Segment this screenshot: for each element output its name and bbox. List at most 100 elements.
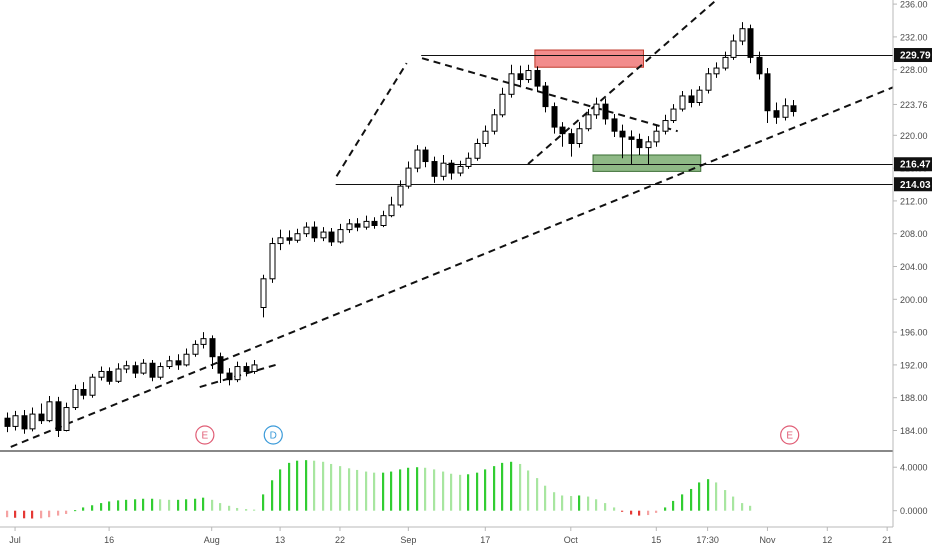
candle-4[interactable] bbox=[29, 407, 36, 432]
candle-67[interactable] bbox=[568, 128, 575, 157]
candle-17[interactable] bbox=[140, 359, 147, 375]
candle-5[interactable] bbox=[38, 403, 45, 424]
candle-3[interactable] bbox=[21, 410, 28, 434]
candle-22[interactable] bbox=[183, 348, 190, 367]
candle-73[interactable] bbox=[619, 124, 626, 159]
candle-87[interactable] bbox=[739, 22, 746, 46]
candle-1[interactable] bbox=[4, 412, 11, 433]
candle-32[interactable] bbox=[269, 237, 276, 283]
candle-21[interactable] bbox=[175, 354, 182, 370]
candle-62[interactable] bbox=[525, 64, 532, 83]
candle-66[interactable] bbox=[559, 122, 566, 147]
candle-18[interactable] bbox=[149, 359, 156, 382]
candle-10[interactable] bbox=[80, 382, 87, 400]
price-badge-1[interactable]: 229.79 bbox=[894, 48, 932, 63]
candle-36[interactable] bbox=[303, 222, 310, 237]
event-marker-3[interactable]: E bbox=[780, 425, 800, 445]
candle-8[interactable] bbox=[63, 402, 70, 432]
candle-34[interactable] bbox=[286, 230, 293, 245]
candle-55[interactable] bbox=[465, 152, 472, 169]
candle-47[interactable] bbox=[397, 180, 404, 208]
candle-39[interactable] bbox=[328, 227, 335, 246]
candle-42[interactable] bbox=[354, 218, 361, 232]
candle-11[interactable] bbox=[89, 373, 96, 398]
candle-45[interactable] bbox=[380, 210, 387, 228]
candle-68[interactable] bbox=[576, 122, 583, 148]
candle-81[interactable] bbox=[688, 89, 695, 108]
candle-65[interactable] bbox=[551, 102, 558, 134]
candle-7[interactable] bbox=[55, 396, 62, 438]
event-marker-2[interactable]: D bbox=[263, 425, 283, 445]
candle-19[interactable] bbox=[157, 362, 164, 380]
candle-23[interactable] bbox=[192, 340, 199, 357]
candle-77[interactable] bbox=[653, 125, 660, 147]
candle-78[interactable] bbox=[662, 114, 669, 135]
candle-27[interactable] bbox=[226, 368, 233, 386]
oscillator-axis[interactable]: 4.0000 0.0000 bbox=[893, 463, 928, 516]
candle-57[interactable] bbox=[482, 125, 489, 147]
candle-75[interactable] bbox=[636, 133, 643, 155]
candle-16[interactable] bbox=[132, 361, 139, 379]
candle-80[interactable] bbox=[679, 91, 686, 112]
candle-26[interactable] bbox=[217, 352, 224, 383]
candle-53[interactable] bbox=[448, 159, 455, 180]
candle-93[interactable] bbox=[790, 100, 797, 117]
candle-63[interactable] bbox=[534, 66, 541, 92]
candle-84[interactable] bbox=[713, 62, 720, 78]
candle-13[interactable] bbox=[106, 367, 113, 385]
candle-6[interactable] bbox=[46, 396, 53, 423]
candle-76[interactable] bbox=[645, 136, 652, 164]
candle-70[interactable] bbox=[593, 97, 600, 119]
zone-box-1[interactable] bbox=[534, 49, 644, 68]
candle-86[interactable] bbox=[730, 34, 737, 60]
candle-38[interactable] bbox=[320, 227, 327, 242]
candle-64[interactable] bbox=[542, 82, 549, 113]
price-axis[interactable]: 236.00232.00228.00223.76220.00216.00212.… bbox=[893, 0, 932, 436]
candle-91[interactable] bbox=[773, 102, 780, 124]
candle-51[interactable] bbox=[431, 156, 438, 183]
candle-28[interactable] bbox=[234, 361, 241, 383]
candle-82[interactable] bbox=[696, 86, 703, 106]
zone-box-2[interactable] bbox=[592, 154, 702, 172]
candle-9[interactable] bbox=[72, 384, 79, 410]
candle-15[interactable] bbox=[123, 360, 130, 374]
candle-92[interactable] bbox=[782, 98, 789, 121]
candle-85[interactable] bbox=[722, 51, 729, 71]
candle-50[interactable] bbox=[422, 146, 429, 168]
time-axis[interactable]: Jul 16 Aug 13 22 Sep 17 Oct 15 17:30 Nov 12 21 bbox=[9, 527, 892, 545]
candle-33[interactable] bbox=[277, 229, 284, 251]
candle-2[interactable] bbox=[12, 410, 19, 431]
candle-59[interactable] bbox=[499, 87, 506, 118]
candle-40[interactable] bbox=[337, 223, 344, 244]
candle-31[interactable] bbox=[260, 274, 267, 318]
candle-44[interactable] bbox=[371, 217, 378, 229]
candle-88[interactable] bbox=[747, 24, 754, 64]
trendline-5[interactable] bbox=[527, 0, 716, 165]
candle-43[interactable] bbox=[363, 215, 370, 230]
candle-14[interactable] bbox=[115, 363, 122, 383]
candle-24[interactable] bbox=[200, 332, 207, 349]
candle-41[interactable] bbox=[346, 218, 353, 233]
candle-89[interactable] bbox=[756, 51, 763, 80]
candle-48[interactable] bbox=[405, 161, 412, 189]
candle-58[interactable] bbox=[491, 109, 498, 135]
price-badge-3[interactable]: 214.03 bbox=[894, 177, 932, 192]
candle-29[interactable] bbox=[243, 362, 250, 377]
candle-54[interactable] bbox=[457, 160, 464, 177]
candle-69[interactable] bbox=[585, 109, 592, 132]
candle-90[interactable] bbox=[764, 68, 771, 123]
candle-83[interactable] bbox=[705, 68, 712, 94]
candle-79[interactable] bbox=[670, 104, 677, 123]
candle-56[interactable] bbox=[474, 138, 481, 161]
candle-30[interactable] bbox=[251, 359, 258, 374]
trendline-3[interactable] bbox=[335, 62, 408, 177]
candle-61[interactable] bbox=[517, 65, 524, 86]
candle-60[interactable] bbox=[508, 64, 515, 98]
candle-71[interactable] bbox=[602, 98, 609, 125]
candle-72[interactable] bbox=[611, 113, 618, 137]
candle-49[interactable] bbox=[414, 145, 421, 173]
price-badge-2[interactable]: 216.47 bbox=[894, 157, 932, 172]
candle-12[interactable] bbox=[98, 366, 105, 381]
candle-52[interactable] bbox=[440, 154, 447, 181]
